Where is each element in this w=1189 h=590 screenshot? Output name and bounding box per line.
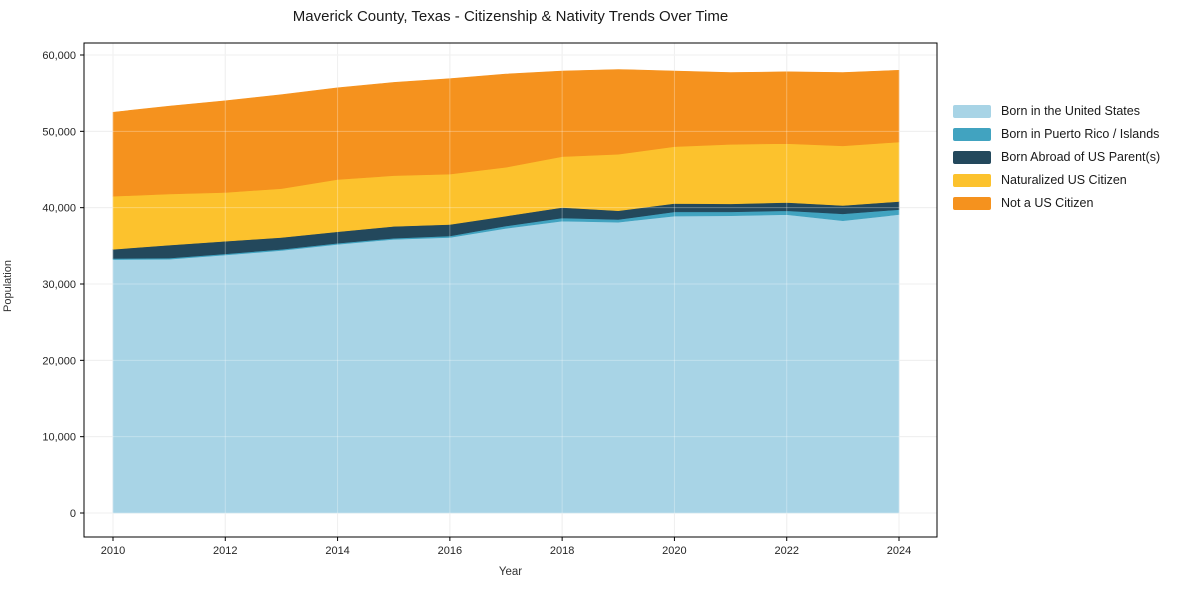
x-tick-label: 2010 bbox=[101, 545, 125, 557]
x-tick-label: 2024 bbox=[887, 545, 911, 557]
legend-label: Born Abroad of US Parent(s) bbox=[1001, 150, 1161, 164]
legend-swatch bbox=[953, 150, 991, 164]
legend-swatch bbox=[953, 104, 991, 118]
area-series-5 bbox=[112, 69, 900, 197]
y-axis-label: Population bbox=[2, 260, 14, 312]
y-tick-label: 0 bbox=[70, 508, 76, 520]
legend-label: Born in Puerto Rico / Islands bbox=[1001, 127, 1160, 141]
plot-border bbox=[83, 42, 938, 538]
legend: Born in the United States Born in Puerto … bbox=[953, 104, 1160, 210]
y-tick-label: 30,000 bbox=[42, 279, 76, 291]
x-axis-label: Year bbox=[498, 566, 523, 578]
legend-item-3: Born Abroad of US Parent(s) bbox=[953, 150, 1160, 164]
y-tick-label: 60,000 bbox=[42, 50, 76, 62]
y-tick-label: 20,000 bbox=[42, 355, 76, 367]
x-tick-label: 2016 bbox=[438, 545, 462, 557]
area-series-1 bbox=[112, 214, 900, 514]
y-tick-label: 40,000 bbox=[42, 203, 76, 215]
y-tick-label: 10,000 bbox=[42, 432, 76, 444]
legend-item-5: Not a US Citizen bbox=[953, 196, 1160, 210]
legend-swatch bbox=[953, 196, 991, 210]
legend-label: Naturalized US Citizen bbox=[1001, 173, 1127, 187]
legend-swatch bbox=[953, 173, 991, 187]
legend-swatch bbox=[953, 127, 991, 141]
x-tick-label: 2020 bbox=[662, 545, 686, 557]
legend-item-2: Born in Puerto Rico / Islands bbox=[953, 127, 1160, 141]
x-tick-label: 2018 bbox=[550, 545, 574, 557]
y-tick-label: 50,000 bbox=[42, 126, 76, 138]
x-tick-label: 2012 bbox=[213, 545, 237, 557]
legend-item-4: Naturalized US Citizen bbox=[953, 173, 1160, 187]
chart-title: Maverick County, Texas - Citizenship & N… bbox=[292, 8, 729, 25]
x-tick-label: 2022 bbox=[774, 545, 798, 557]
legend-label: Not a US Citizen bbox=[1001, 196, 1094, 210]
legend-item-1: Born in the United States bbox=[953, 104, 1160, 118]
legend-label: Born in the United States bbox=[1001, 104, 1140, 118]
x-tick-label: 2014 bbox=[325, 545, 349, 557]
